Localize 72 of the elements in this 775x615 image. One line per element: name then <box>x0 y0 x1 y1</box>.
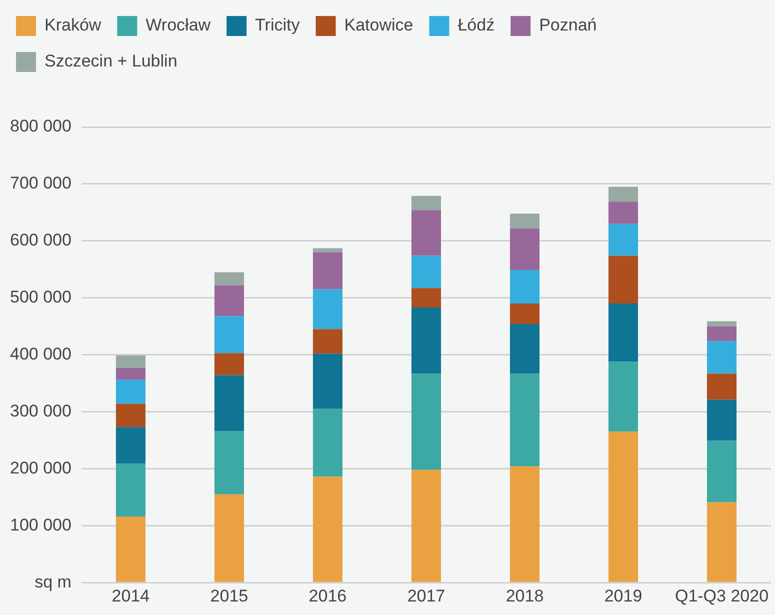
bar <box>706 321 737 326</box>
bar <box>510 466 540 582</box>
bar <box>312 252 342 290</box>
bar <box>510 304 540 324</box>
x-tick-label: 2014 <box>112 586 150 606</box>
bar <box>214 494 244 582</box>
legend-label: Katowice <box>344 16 414 35</box>
y-tick-label: 200 000 <box>10 458 72 478</box>
bar <box>116 355 146 368</box>
x-tick-label: Q1-Q3 2020 <box>674 586 769 606</box>
bar <box>510 270 540 304</box>
bar <box>706 374 737 400</box>
bar <box>116 464 146 517</box>
bar <box>312 408 342 477</box>
bar <box>411 196 441 210</box>
bar <box>312 329 342 354</box>
y-tick-label: 700 000 <box>10 174 72 193</box>
bar <box>608 224 638 256</box>
bar <box>214 316 244 354</box>
legend-label: Kraków <box>44 16 102 35</box>
y-tick-label: 300 000 <box>10 401 72 420</box>
bar <box>706 440 737 502</box>
legend-label: Tricity <box>255 16 300 35</box>
bar <box>116 427 146 464</box>
y-tick-label: 100 000 <box>10 515 72 534</box>
bar <box>116 516 146 582</box>
bar <box>411 288 441 308</box>
bar <box>510 228 540 270</box>
bar <box>608 304 638 362</box>
legend-label: Szczecin + Lublin <box>44 52 178 71</box>
bar <box>116 404 146 428</box>
bar <box>312 248 342 252</box>
bar <box>214 353 244 376</box>
x-tick-label: 2018 <box>506 586 544 606</box>
bar <box>510 374 540 466</box>
bar <box>214 375 244 432</box>
y-tick-label: 800 000 <box>10 116 72 136</box>
x-tick-label: 2016 <box>308 586 347 606</box>
bar <box>411 374 441 470</box>
bar <box>608 256 638 304</box>
y-tick-label: 600 000 <box>10 230 72 250</box>
x-tick-label: 2017 <box>407 586 446 606</box>
x-tick-label: 2015 <box>210 586 248 606</box>
bar <box>116 380 146 404</box>
bar <box>214 285 244 316</box>
bar <box>214 272 244 286</box>
legend-label: Łódź <box>458 16 495 35</box>
bar <box>214 431 244 494</box>
bar <box>510 324 540 374</box>
bar <box>411 470 441 582</box>
bar <box>312 354 342 409</box>
bar <box>510 214 540 228</box>
bar <box>608 432 638 582</box>
bar <box>411 210 441 256</box>
legend-label: Poznań <box>539 16 597 35</box>
bar <box>411 308 441 374</box>
bar <box>608 186 638 202</box>
bar <box>706 326 737 342</box>
y-tick-label: 400 000 <box>10 344 72 364</box>
bar <box>312 476 342 582</box>
y-tick-label: sq m <box>34 572 72 592</box>
y-tick-label: 500 000 <box>10 288 72 307</box>
bar <box>706 341 737 374</box>
bar <box>312 289 342 330</box>
x-tick-label: 2019 <box>604 586 642 606</box>
bar <box>608 362 638 432</box>
bar <box>608 202 638 224</box>
bar <box>706 502 737 582</box>
bar <box>116 368 146 380</box>
bar <box>706 400 737 441</box>
bar <box>411 256 441 288</box>
legend-label: Wrocław <box>146 16 212 35</box>
